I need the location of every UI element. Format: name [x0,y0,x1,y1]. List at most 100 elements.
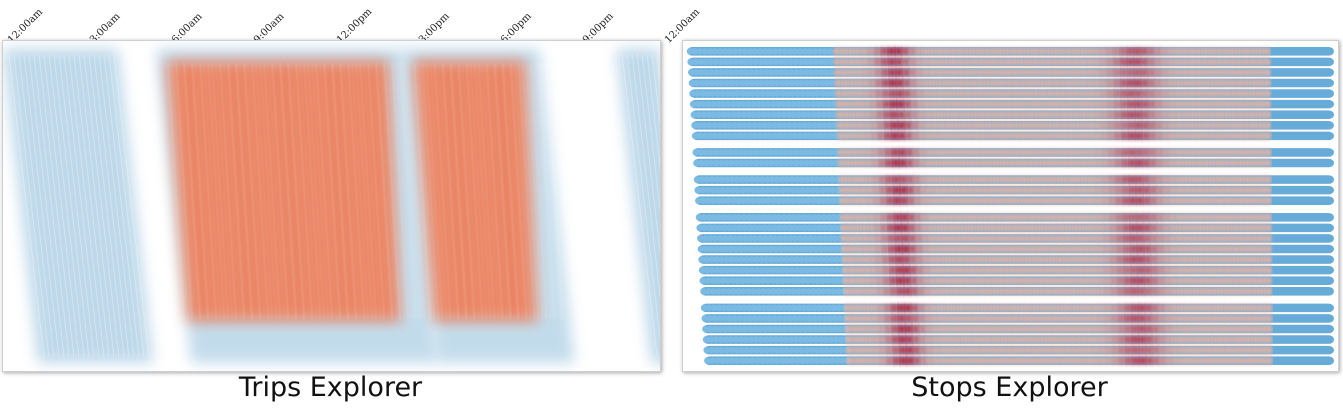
stops-cell [1235,47,1244,55]
stops-cell [1171,357,1180,365]
stops-cell [888,58,896,66]
trips-streak [399,62,417,320]
stops-cell [1021,186,1029,194]
stops-cell [1000,176,1009,183]
stops-cell [949,69,958,76]
stops-cell [1218,346,1226,354]
stops-cell [1124,304,1133,312]
stops-cell [1190,287,1199,295]
stops-cell [1019,357,1027,365]
stops-dot [808,176,816,183]
stops-dot [804,100,812,108]
stops-cell [1144,287,1152,295]
stops-dot [731,315,739,322]
stops-dot [782,149,790,156]
stops-cell [1258,357,1266,365]
stops-cell [1223,224,1232,232]
stops-cell [882,79,890,87]
stops-dot [783,176,791,183]
stops-cell [1154,90,1163,97]
stops-dot [778,159,785,167]
stops-dot [806,47,814,55]
stops-cell [896,277,905,285]
stops-cell [1026,149,1035,156]
stops-cell [845,346,854,354]
stops-row [693,158,1334,168]
stops-cell [937,90,945,97]
stops-dot [734,100,742,108]
stops-cell [1022,224,1030,232]
stops-cell [1196,224,1205,232]
stops-cell [1135,186,1144,194]
stops-cell [1236,132,1245,140]
stops-cell [1224,266,1232,274]
stops-dot [807,325,814,333]
stops-cell [1043,277,1052,285]
stops-cell [1191,304,1199,312]
stops-cell [1244,287,1253,295]
trips-streak [38,54,75,358]
stops-cell [862,90,870,97]
stops-row [702,324,1334,334]
stops-cell [1168,100,1176,108]
stops-dot [761,235,769,242]
stops-dot [753,266,761,274]
stops-dot [731,235,739,242]
stops-dot [814,186,822,194]
stops-dot [793,79,801,87]
trips-streak [493,62,512,320]
stops-cell [858,176,867,183]
stops-dot [698,266,706,274]
stops-cell [1263,100,1271,108]
stops-cell [880,213,889,221]
stops-cell [979,159,988,167]
stops-cell [1191,336,1200,343]
stops-dot [803,266,811,274]
stops-dot [770,197,777,205]
stops-dot [714,277,722,285]
stops-cell [1155,149,1164,156]
stops-dot [773,79,781,87]
stops-cell [984,90,993,97]
stops-cell [1080,121,1089,129]
stops-cell [1222,47,1230,55]
stops-dot [813,79,821,87]
stops-dot [716,224,723,232]
stops-dot [800,213,808,221]
trips-streak [383,62,401,320]
stops-dot [702,69,710,76]
stops-cell [835,100,844,108]
stops-cell [858,336,867,343]
stops-cell [916,79,924,87]
stops-cell [1181,58,1189,66]
stops-dot [828,176,836,183]
stops-cell [1085,58,1094,66]
stops-dot [749,90,756,97]
stops-dot [797,325,804,333]
stops-cell [967,186,975,194]
stops-dot [817,325,824,333]
stops-cell [1105,346,1113,354]
stops-dot [713,266,721,274]
stops-dot [801,47,809,55]
stops-cell [1098,325,1106,333]
stops-cell [1175,149,1184,156]
stops-cell [955,245,964,253]
stops-cell [982,256,991,263]
stops-cell [1013,159,1022,167]
stops-time-axis: 12:00am3:00am6:00am9:00am12:00pm3:00pm6:… [682,0,1342,40]
stops-cell [1264,325,1273,333]
stops-cell [874,224,882,232]
stops-cell [977,79,986,87]
stops-dot [757,245,765,253]
stops-cell [1039,121,1048,129]
stops-dot [819,357,826,365]
stops-cell [1067,132,1075,140]
stops-dot [748,346,756,354]
stops-cell [892,346,901,354]
stops-dot [713,176,721,183]
stops-cell [972,132,981,140]
stops-cell [903,111,912,119]
stops-dot [748,256,755,263]
stops-cell [872,176,880,183]
